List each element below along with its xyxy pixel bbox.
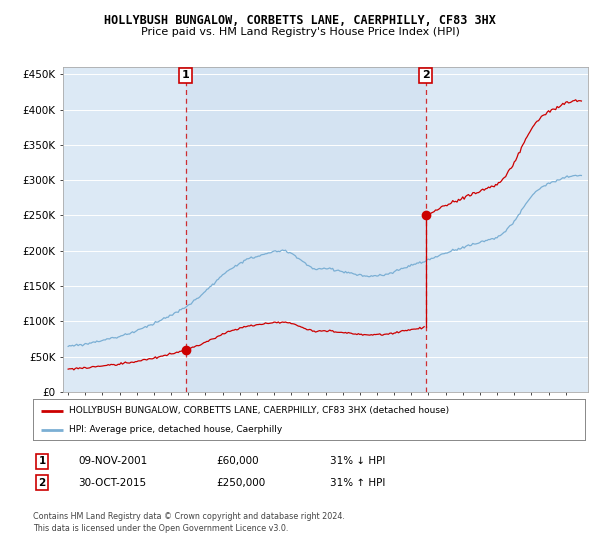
- Bar: [186, 67, 425, 392]
- Text: 30-OCT-2015: 30-OCT-2015: [78, 478, 146, 488]
- Text: 31% ↑ HPI: 31% ↑ HPI: [330, 478, 385, 488]
- Text: 1: 1: [182, 71, 190, 80]
- Text: £250,000: £250,000: [216, 478, 265, 488]
- Text: 09-NOV-2001: 09-NOV-2001: [78, 456, 147, 466]
- Text: Contains HM Land Registry data © Crown copyright and database right 2024.
This d: Contains HM Land Registry data © Crown c…: [33, 512, 345, 533]
- Text: £60,000: £60,000: [216, 456, 259, 466]
- Text: HPI: Average price, detached house, Caerphilly: HPI: Average price, detached house, Caer…: [69, 425, 282, 434]
- Text: Price paid vs. HM Land Registry's House Price Index (HPI): Price paid vs. HM Land Registry's House …: [140, 27, 460, 37]
- Text: 1: 1: [38, 456, 46, 466]
- Text: HOLLYBUSH BUNGALOW, CORBETTS LANE, CAERPHILLY, CF83 3HX: HOLLYBUSH BUNGALOW, CORBETTS LANE, CAERP…: [104, 14, 496, 27]
- Text: 2: 2: [38, 478, 46, 488]
- Text: 2: 2: [422, 71, 430, 80]
- Text: 31% ↓ HPI: 31% ↓ HPI: [330, 456, 385, 466]
- Text: HOLLYBUSH BUNGALOW, CORBETTS LANE, CAERPHILLY, CF83 3HX (detached house): HOLLYBUSH BUNGALOW, CORBETTS LANE, CAERP…: [69, 406, 449, 415]
